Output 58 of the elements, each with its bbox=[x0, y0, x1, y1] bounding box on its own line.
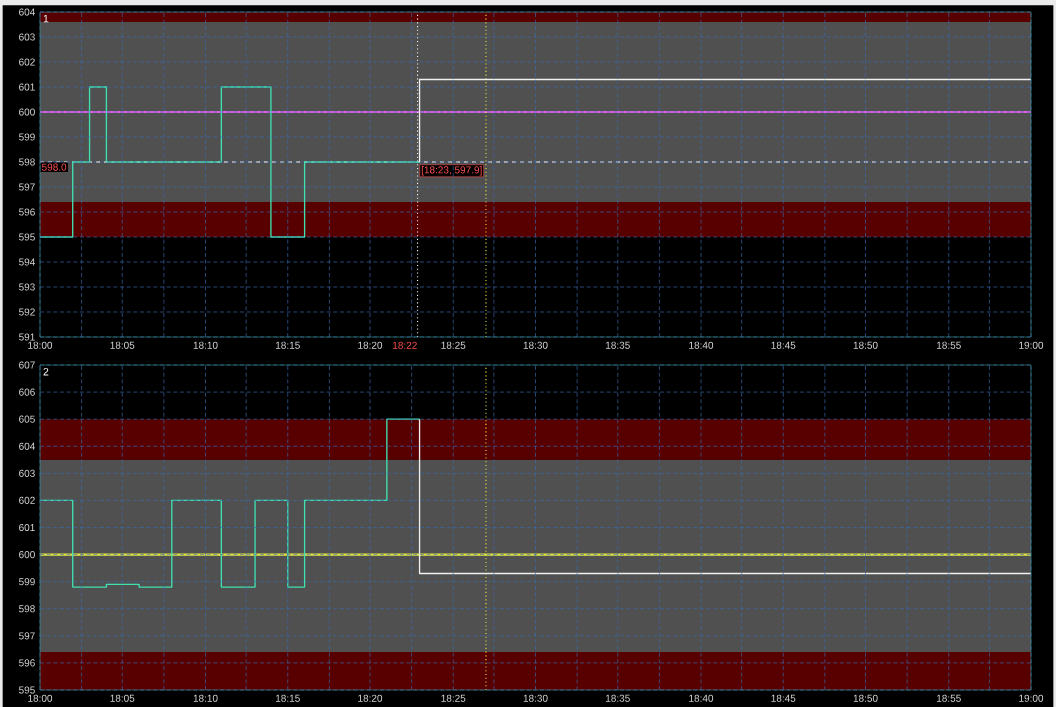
x-tick-label: 18:15 bbox=[275, 694, 300, 702]
y-tick-label: 604 bbox=[19, 442, 35, 450]
x-tick-label: 18:20 bbox=[358, 341, 383, 349]
x-tick-label: 18:50 bbox=[853, 341, 878, 349]
y-tick-label: 602 bbox=[19, 496, 35, 504]
y-tick-label: 603 bbox=[19, 469, 35, 477]
x-tick-label: 18:15 bbox=[275, 341, 300, 349]
y-tick-label: 599 bbox=[19, 133, 35, 141]
y-tick-label: 605 bbox=[19, 415, 35, 423]
y-tick-label: 602 bbox=[19, 58, 35, 66]
y-tick-label: 595 bbox=[19, 686, 35, 694]
y-tick-label: 607 bbox=[19, 361, 35, 369]
y-tick-label: 592 bbox=[19, 308, 35, 316]
y-tick-label: 597 bbox=[19, 183, 35, 191]
y-tick-label: 606 bbox=[19, 388, 35, 396]
x-tick-label: 18:10 bbox=[193, 694, 218, 702]
y-tick-label: 591 bbox=[19, 333, 35, 341]
ref-line-label: 598.0 bbox=[42, 163, 67, 171]
x-tick-label: 18:45 bbox=[771, 694, 796, 702]
x-tick-label: 18:40 bbox=[689, 341, 714, 349]
annotation: 2 bbox=[43, 367, 49, 376]
x-tick-label: 18:00 bbox=[28, 694, 53, 702]
y-tick-label: 604 bbox=[19, 8, 35, 16]
y-tick-label: 598 bbox=[19, 158, 35, 166]
y-tick-label: 601 bbox=[19, 523, 35, 532]
x-tick-label: 18:05 bbox=[110, 694, 135, 702]
y-tick-label: 600 bbox=[19, 551, 35, 559]
x-tick-label: 18:30 bbox=[523, 341, 548, 349]
x-tick-label: 18:00 bbox=[28, 341, 53, 349]
y-tick-label: 599 bbox=[19, 578, 35, 586]
annotation: 1 bbox=[43, 14, 49, 23]
y-tick-label: 601 bbox=[19, 83, 35, 91]
x-tick-label: 18:50 bbox=[853, 694, 878, 702]
y-tick-label: 596 bbox=[19, 659, 35, 667]
y-tick-label: 593 bbox=[19, 283, 35, 291]
x-tick-label: 18:35 bbox=[606, 694, 630, 702]
x-tick-label: 18:20 bbox=[358, 694, 383, 702]
x-tick-label: 19:00 bbox=[1019, 341, 1044, 349]
ref-line-label: 18:22 bbox=[393, 341, 417, 349]
x-tick-label: 18:25 bbox=[441, 341, 466, 349]
y-tick-label: 600 bbox=[19, 108, 35, 116]
y-tick-label: 595 bbox=[19, 233, 35, 241]
x-tick-label: 18:10 bbox=[193, 341, 218, 349]
y-tick-label: 594 bbox=[19, 258, 35, 266]
y-tick-label: 603 bbox=[19, 33, 35, 41]
x-tick-label: 18:05 bbox=[110, 341, 135, 349]
x-tick-label: 18:55 bbox=[937, 694, 961, 702]
x-tick-label: 18:40 bbox=[689, 694, 714, 702]
x-tick-label: 18:25 bbox=[441, 694, 466, 702]
x-tick-label: 18:55 bbox=[937, 341, 961, 349]
x-tick-label: 18:35 bbox=[606, 341, 630, 349]
annotation: [18:23, 597.9] bbox=[421, 166, 482, 176]
y-tick-label: 597 bbox=[19, 632, 35, 640]
y-tick-label: 598 bbox=[19, 605, 35, 613]
x-tick-label: 19:00 bbox=[1019, 694, 1044, 702]
x-tick-label: 18:30 bbox=[523, 694, 548, 702]
y-tick-label: 596 bbox=[19, 208, 35, 216]
x-tick-label: 18:45 bbox=[771, 341, 796, 349]
